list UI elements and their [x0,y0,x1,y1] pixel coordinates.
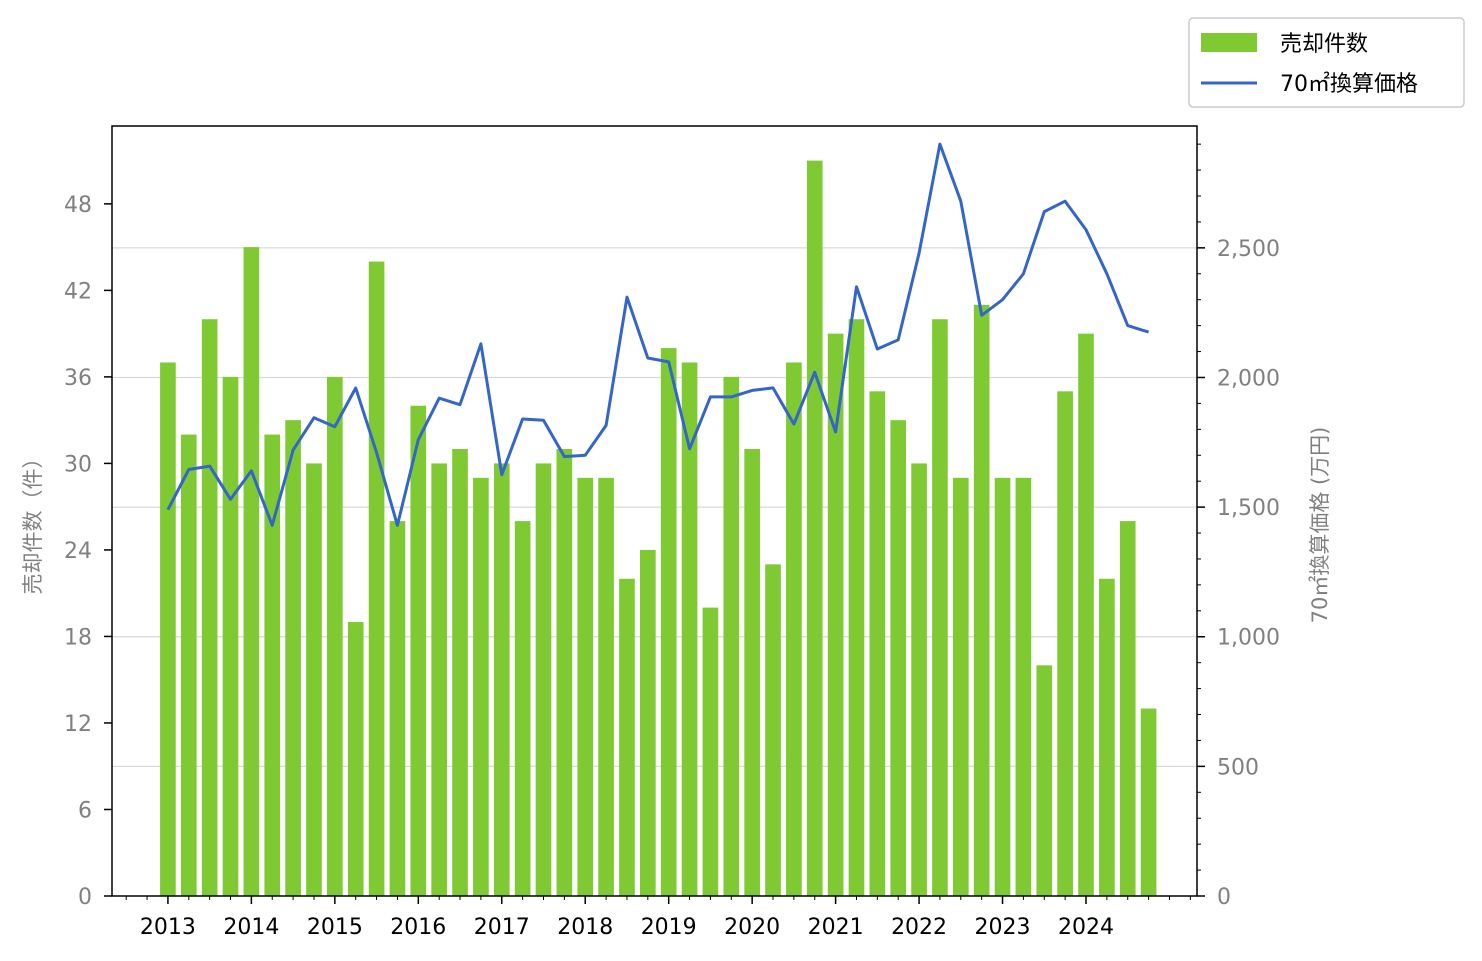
bar-30 [786,362,802,897]
right-tick-label-4: 2,000 [1217,366,1280,391]
x-tick-label-9: 2022 [891,915,947,940]
bar-16 [493,463,510,896]
x-tick-label-0: 2013 [140,915,196,940]
x-tick-label-6: 2019 [641,915,697,940]
left-axis-title: 売却件数（件） [21,448,45,595]
bar-6 [285,420,301,896]
left-tick-label-2: 12 [64,712,92,737]
bar-19 [556,448,573,896]
bar-5 [264,434,281,896]
bar-40 [994,477,1011,896]
bar-14 [452,448,468,896]
bar-29 [765,564,781,896]
bar-15 [473,477,489,896]
bar-45 [1099,578,1115,896]
bar-20 [577,477,594,896]
bar-1 [180,434,197,896]
right-axis-title: 70㎡換算価格 (万円) [1308,427,1332,624]
left-tick-label-4: 24 [64,539,92,564]
plot-frame [111,125,1198,897]
right-axis: 0 500 1,000 1,500 2,000 2,500 [1197,143,1280,910]
bar-41 [1015,477,1032,896]
bar-11 [389,521,406,896]
x-axis: 2013 2014 2015 2016 2017 2018 2019 2020 2021 2022… [125,896,1191,940]
x-tick-label-2: 2015 [307,915,363,940]
x-tick-label-4: 2017 [474,915,530,940]
left-tick-label-0: 0 [78,885,92,910]
bar-7 [306,463,322,896]
bar-47 [1140,708,1157,896]
left-tick-label-7: 42 [64,279,92,304]
bar-44 [1078,333,1094,896]
bar-24 [660,348,677,896]
bar-23 [639,549,656,896]
bar-34 [869,391,886,896]
bar-42 [1036,665,1053,896]
bar-8 [327,376,343,896]
bar-31 [806,160,823,896]
x-tick-label-11: 2024 [1058,915,1114,940]
price-line [166,142,1150,527]
left-tick-label-3: 18 [64,625,92,650]
bar-26 [702,607,719,896]
right-tick-label-5: 2,500 [1217,237,1280,262]
x-tick-label-1: 2014 [223,915,279,940]
bar-13 [431,463,447,896]
right-tick-label-0: 0 [1217,885,1231,910]
bar-12 [410,405,427,896]
bar-39 [973,304,990,896]
legend-bar-label: 売却件数 [1280,32,1368,57]
bar-4 [243,247,260,896]
bar-9 [347,622,364,896]
bar-38 [952,477,969,896]
bar-25 [681,362,698,897]
x-tick-label-10: 2023 [975,915,1031,940]
left-tick-label-1: 6 [78,798,92,823]
bar-43 [1057,391,1073,896]
bar-37 [932,319,948,897]
bar-28 [744,448,760,896]
left-tick-label-5: 30 [64,452,92,477]
legend-bar-swatch [1201,33,1257,52]
bar-21 [598,477,614,896]
bar-33 [848,319,865,897]
left-tick-label-8: 48 [64,193,92,218]
legend-line-label: 70㎡換算価格 [1280,71,1418,97]
right-tick-label-1: 500 [1217,755,1259,780]
bar-27 [723,376,740,896]
bar-0 [160,362,176,897]
bar-3 [222,376,239,896]
left-axis: 0 6 12 18 24 30 36 42 48 [64,193,112,910]
x-tick-label-7: 2020 [724,915,780,940]
bar-2 [201,319,218,897]
bar-46 [1119,521,1136,896]
x-tick-label-5: 2018 [557,915,613,940]
bar-35 [890,420,907,896]
bar-17 [514,521,531,896]
bar-series [160,160,1157,897]
legend: 売却件数 70㎡換算価格 [1188,17,1465,108]
bar-10 [368,261,385,896]
legend-box [1188,17,1465,108]
right-tick-label-2: 1,000 [1217,626,1280,651]
bar-18 [535,463,552,896]
right-tick-label-3: 1,500 [1217,496,1280,521]
left-tick-label-6: 36 [64,366,92,391]
bar-32 [827,333,844,896]
bar-22 [619,578,635,896]
x-tick-label-3: 2016 [390,915,446,940]
bar-36 [911,463,927,896]
x-tick-label-8: 2021 [808,915,864,940]
